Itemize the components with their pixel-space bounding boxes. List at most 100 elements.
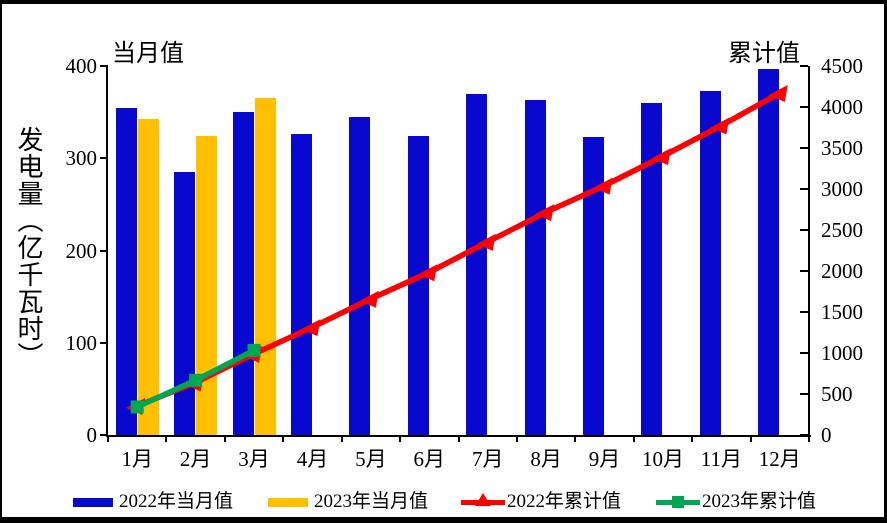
right-axis-tick-label: 2500: [821, 218, 863, 242]
x-axis-tick: [223, 435, 226, 442]
x-axis-tick: [691, 435, 694, 442]
legend-label: 2023年累计值: [702, 491, 817, 512]
right-axis-tick: [800, 270, 808, 272]
right-axis-tick: [800, 65, 808, 67]
square-marker-icon: [247, 343, 261, 357]
x-axis-tick: [282, 435, 285, 442]
legend-bar-swatch-2023: [268, 498, 308, 507]
right-axis-tick: [800, 147, 808, 149]
x-axis-tick-label: 7月: [471, 447, 504, 471]
x-axis-tick-label: 5月: [355, 447, 387, 471]
x-axis-tick: [574, 435, 577, 442]
bar-2022年当月值-5月: [349, 116, 371, 435]
right-axis-tick-label: 3500: [821, 136, 863, 160]
triangle-marker-icon: [359, 290, 379, 308]
right-axis-tick: [800, 311, 808, 313]
x-axis-tick-label: 9月: [588, 447, 621, 471]
right-axis-tick: [800, 352, 808, 354]
bar-2022年当月值-12月: [758, 68, 780, 435]
bar-2022年当月值-7月: [466, 93, 488, 435]
bar-2022年当月值-8月: [524, 100, 546, 435]
x-axis-tick-label: 3月: [238, 447, 270, 471]
legend-item-2023-cumulative: 2023年累计值: [656, 488, 846, 518]
left-axis-tick: [100, 65, 108, 67]
legend-item-2022-monthly: 2022年当月值: [73, 488, 253, 518]
bar-2023年当月值-2月: [196, 136, 218, 435]
left-axis-tick-label: 200: [65, 238, 98, 263]
x-axis-tick: [107, 435, 109, 442]
x-axis-tick-label: 11月: [700, 447, 742, 471]
line-2022年累计值: [136, 90, 782, 409]
triangle-marker-icon: [593, 177, 613, 195]
x-axis-tick-label: 10月: [641, 447, 684, 471]
bar-2023年当月值-1月: [137, 118, 159, 435]
x-axis-tick-label: 2月: [179, 447, 212, 471]
left-axis-tick: [100, 341, 108, 344]
legend-label: 2022年当月值: [119, 491, 234, 512]
y-axis-label: 发电量（亿千瓦时）: [14, 126, 43, 369]
right-axis-tick-label: 500: [821, 382, 853, 406]
triangle-marker-icon: [418, 264, 438, 282]
bar-2022年当月值-10月: [641, 102, 663, 435]
x-axis-tick-label: 4月: [296, 447, 329, 471]
left-axis-tick-label: 400: [65, 54, 98, 78]
x-axis-tick: [457, 435, 460, 442]
x-axis-tick-label: 12月: [758, 447, 801, 471]
legend-item-2022-cumulative: 2022年累计值: [461, 488, 651, 518]
bar-2022年当月值-11月: [699, 90, 721, 435]
legend: 2022年当月值 2023年当月值 2022年累计值 2023年累计值: [0, 488, 887, 518]
left-axis-tick: [100, 434, 108, 436]
triangle-marker-icon: [651, 148, 671, 166]
legend-label: 2023年当月值: [314, 491, 429, 512]
right-axis-tick-label: 0: [821, 423, 832, 447]
x-axis-tick: [808, 435, 810, 442]
x-axis-tick: [340, 435, 343, 442]
x-axis-tick-label: 1月: [121, 447, 153, 471]
right-axis-tick-label: 2000: [821, 259, 863, 283]
square-marker-icon: [130, 400, 144, 414]
bar-2022年当月值-9月: [583, 137, 605, 435]
x-axis-tick: [632, 435, 635, 442]
left-axis-tick: [100, 157, 108, 160]
right-axis-line: [808, 66, 810, 435]
right-axis-tick: [800, 434, 808, 436]
x-axis-tick: [399, 435, 402, 442]
triangle-marker-icon: [535, 204, 555, 222]
right-axis-tick: [800, 106, 808, 108]
square-marker-icon: [189, 373, 203, 387]
right-axis-tick-label: 1500: [821, 300, 863, 324]
triangle-marker-icon: [476, 233, 496, 251]
x-axis-tick: [165, 435, 168, 442]
bar-2022年当月值-6月: [407, 136, 429, 435]
legend-bar-swatch-2022: [73, 498, 113, 507]
right-axis-title: 累计值: [728, 41, 800, 67]
triangle-marker-icon: [710, 117, 730, 135]
right-axis-tick-label: 1000: [821, 341, 863, 365]
x-axis-tick-label: 8月: [530, 447, 562, 471]
right-axis-tick: [800, 188, 808, 190]
triangle-marker-icon: [475, 493, 491, 506]
right-axis-tick-label: 4500: [821, 54, 863, 78]
left-axis-tick-label: 100: [65, 330, 98, 355]
x-axis-tick-label: 6月: [413, 447, 446, 471]
left-axis-tick-label: 300: [65, 146, 98, 171]
legend-item-2023-monthly: 2023年当月值: [268, 488, 448, 518]
square-marker-icon: [672, 496, 684, 508]
triangle-marker-icon: [301, 319, 321, 337]
bar-2022年当月值-2月: [174, 172, 196, 435]
left-axis-tick: [100, 249, 108, 252]
right-axis-tick-label: 4000: [821, 95, 863, 119]
right-axis-tick: [800, 393, 808, 395]
left-axis-tick-label: 0: [86, 423, 98, 447]
x-axis-tick: [749, 435, 752, 442]
right-axis-tick-label: 3000: [821, 177, 863, 201]
legend-label: 2022年累计值: [507, 491, 622, 512]
x-axis-tick: [515, 435, 518, 442]
right-axis-tick: [800, 229, 808, 231]
bar-2022年当月值-4月: [290, 134, 312, 435]
left-axis-title: 当月值: [112, 41, 184, 67]
triangle-marker-icon: [768, 84, 788, 102]
bar-2022年当月值-1月: [115, 107, 137, 435]
